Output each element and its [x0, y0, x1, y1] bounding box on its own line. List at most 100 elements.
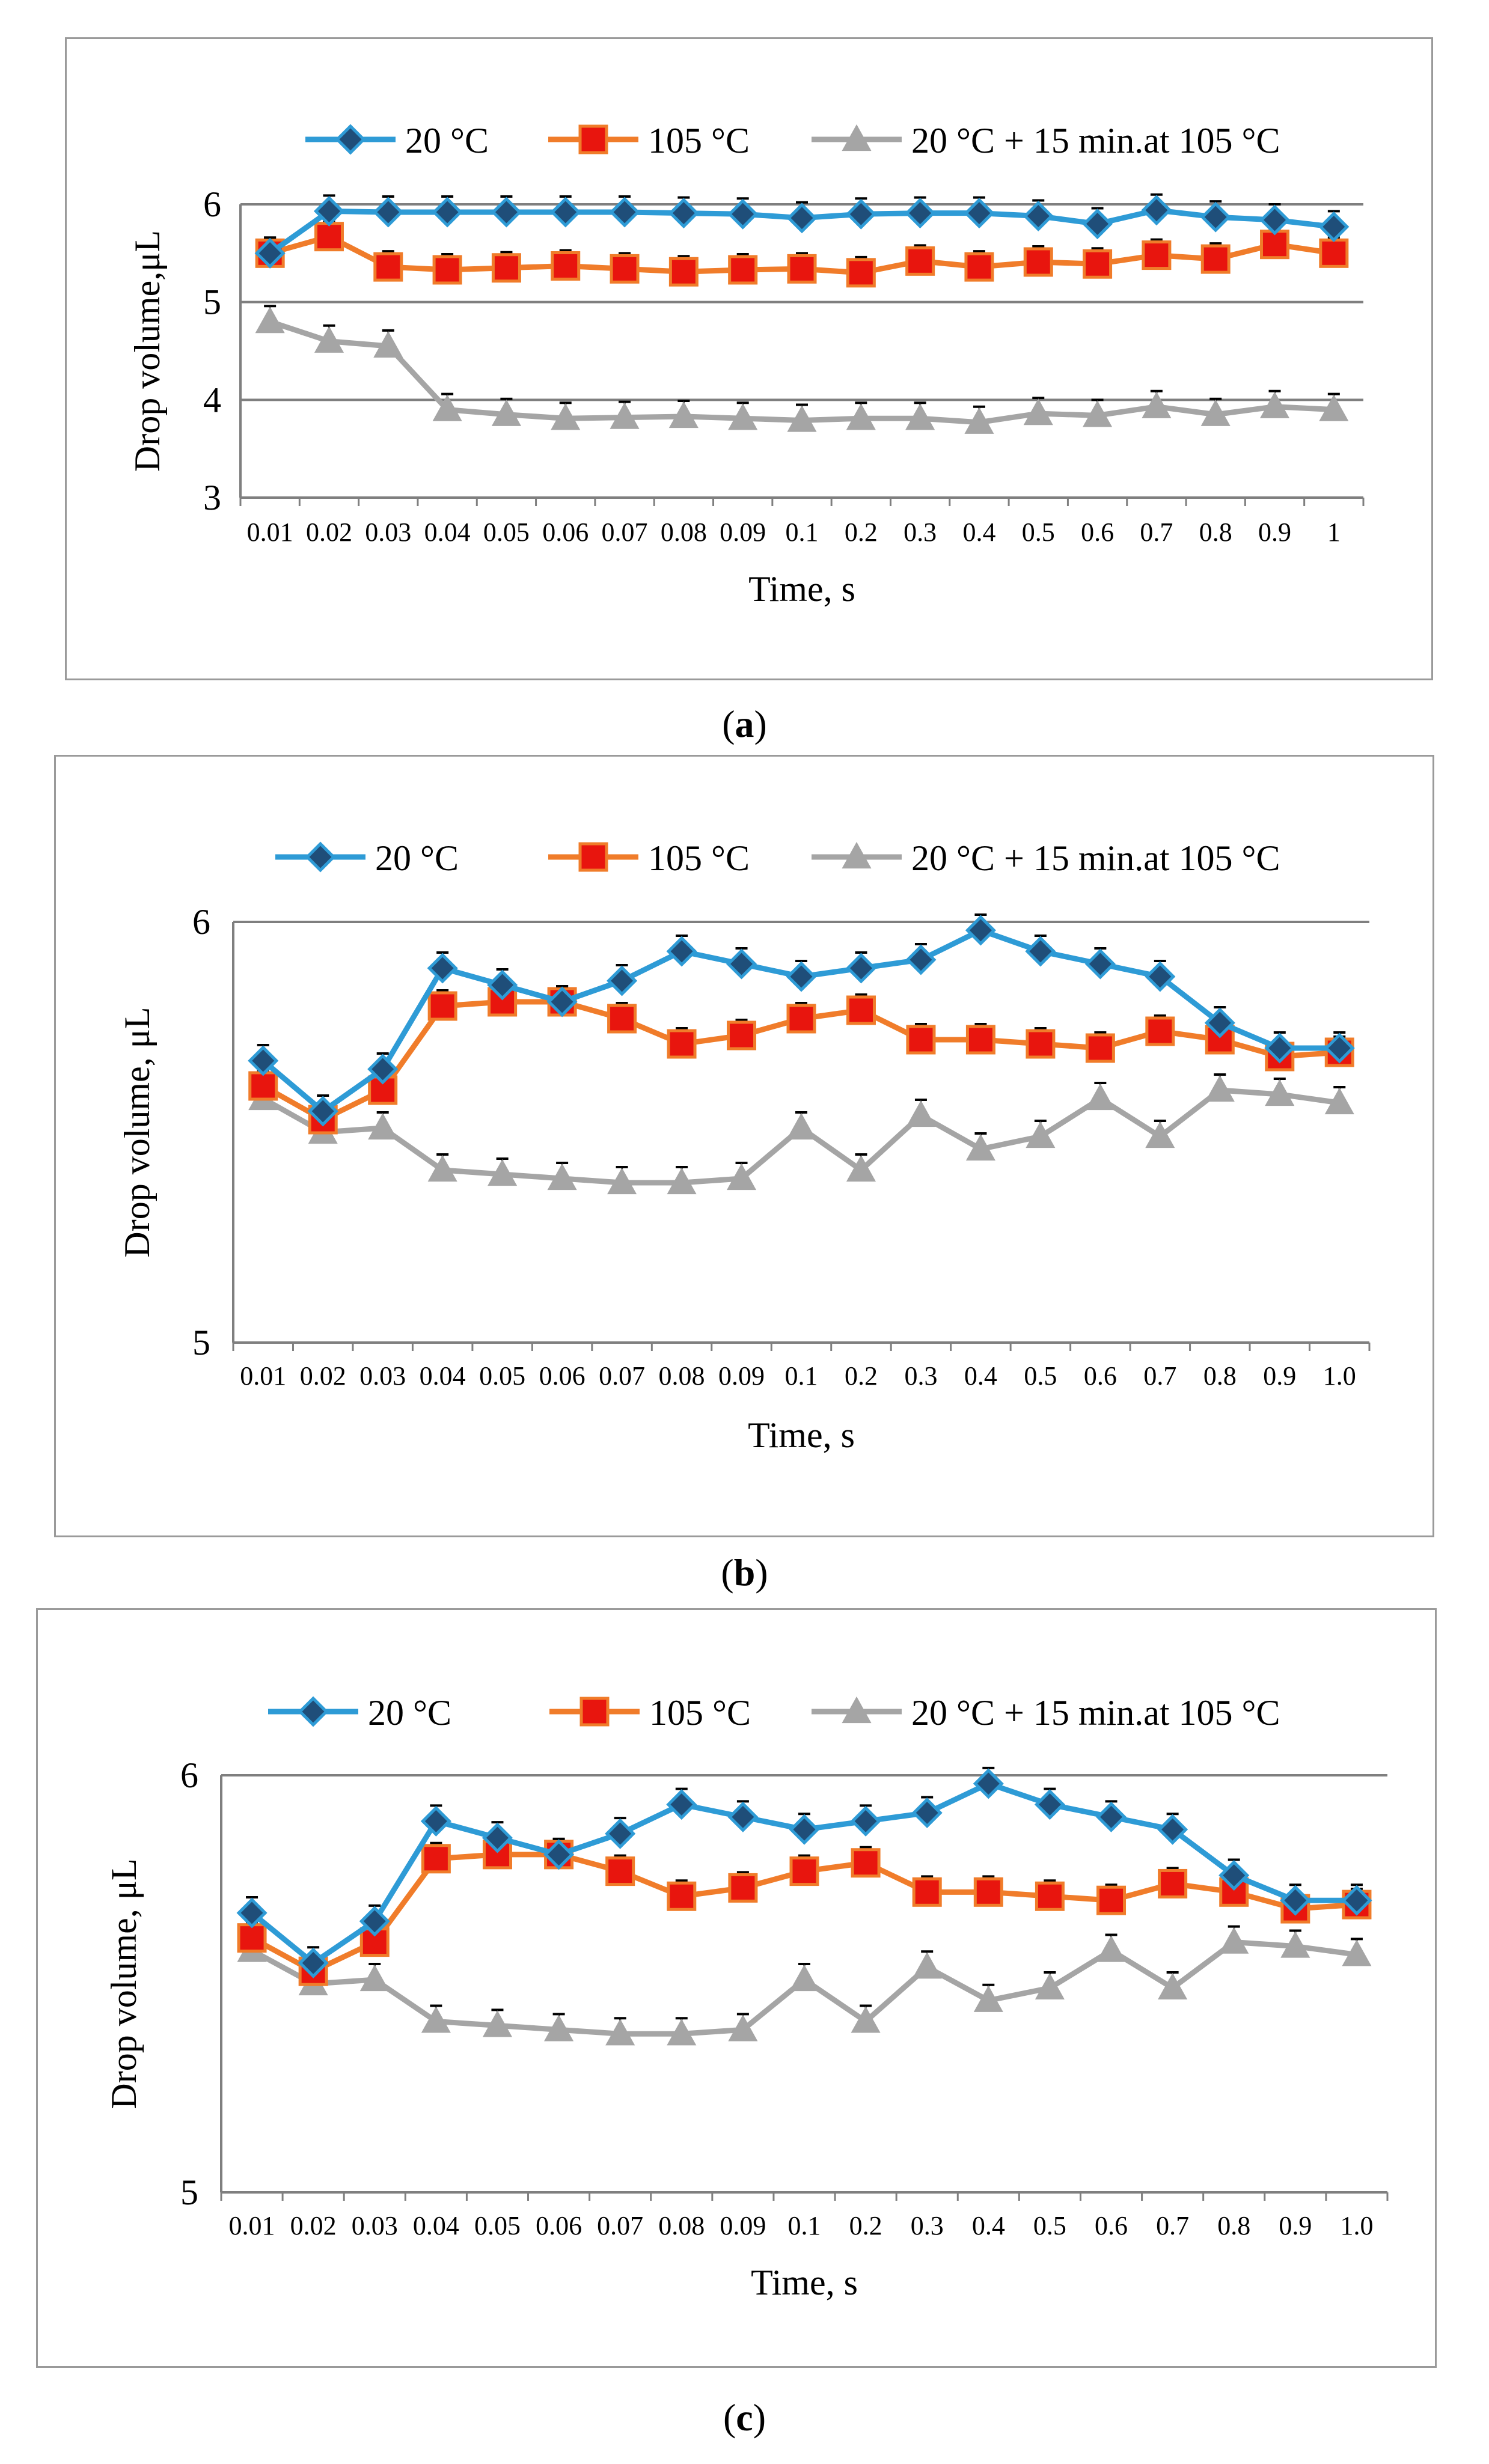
- panel-a-series-1-point: [491, 197, 522, 228]
- panel-a-series-3-point: [1200, 399, 1231, 426]
- panel-c-series-1-point: [1341, 1885, 1372, 1916]
- panel-b-xtick-label: 0.2: [845, 1361, 878, 1391]
- panel-c-xtick-label: 0.4: [972, 2211, 1005, 2240]
- panel-a-xtick-label: 0.1: [786, 517, 819, 547]
- panel-b-legend-3-label: 20 °C + 15 min.at 105 °C: [911, 838, 1280, 878]
- panel-a-series-2-point: [610, 254, 640, 284]
- panel-a-series-1-point: [1082, 208, 1113, 240]
- panel-a-series-3-point: [610, 402, 640, 429]
- panel-a-ytick-label: 4: [203, 380, 221, 419]
- panel-b-series-3-point: [427, 1154, 457, 1182]
- panel-c-xtick-label: 0.6: [1095, 2211, 1128, 2240]
- panel-c-series-2-point: [605, 1856, 635, 1886]
- panel-c-xtick-label: 0.07: [597, 2211, 643, 2240]
- panel-a-series-1-point: [373, 197, 404, 228]
- panel-a-frame: [65, 37, 1433, 680]
- panel-c-xtick-label: 0.02: [290, 2211, 337, 2240]
- panel-a-series-3-point: [964, 407, 994, 434]
- panel-c-xtick-label: 0.05: [474, 2211, 521, 2240]
- panel-c-series-1-point: [1157, 1814, 1188, 1845]
- panel-c-xtick-label: 0.01: [229, 2211, 275, 2240]
- panel-a-series-2-point: [964, 252, 994, 282]
- panel-b-series-2-point: [786, 1004, 816, 1034]
- panel-b-series-1-point: [1084, 948, 1116, 980]
- panel-a-series-3-point: [1319, 394, 1349, 421]
- panel-b-xtick-label: 0.1: [785, 1361, 818, 1391]
- panel-c-series-1-point: [1034, 1789, 1065, 1820]
- panel-a-series-1-point: [727, 198, 759, 230]
- panel-a-series-1-point: [609, 197, 640, 228]
- panel-c-series-3-point: [1219, 1927, 1249, 1954]
- panel-a-series-1-point: [905, 198, 936, 229]
- panel-a-y-axis-title: Drop volume,μL: [127, 230, 167, 472]
- panel-c-xtick-label: 1.0: [1340, 2211, 1373, 2240]
- panel-a-series-1-point: [432, 197, 463, 228]
- panel-b-series-3-point: [607, 1167, 637, 1195]
- panel-b-x-axis-title: Time, s: [748, 1415, 855, 1455]
- panel-c-series-2-point: [789, 1856, 819, 1886]
- panel-a-series-1-point: [1259, 204, 1291, 236]
- panel-c-series-2-point: [912, 1877, 942, 1907]
- panel-b-series-2-point: [1085, 1033, 1115, 1063]
- panel-b-series-1-point: [367, 1054, 399, 1085]
- panel-a-xtick-label: 0.2: [845, 517, 878, 547]
- panel-c-series-2-point: [421, 1844, 451, 1874]
- panel-c-series-1-point: [420, 1805, 451, 1837]
- panel-c-legend-3-swatch-marker: [842, 1696, 872, 1724]
- panel-c-series-3-point: [1158, 1972, 1188, 2000]
- panel-a-xtick-label: 1: [1327, 517, 1341, 547]
- panel-c-series-1-point: [666, 1789, 697, 1820]
- panel-b-legend-1-label: 20 °C: [375, 838, 459, 878]
- panel-b-xtick-label: 0.8: [1203, 1361, 1237, 1391]
- panel-b-series-3-point: [906, 1100, 936, 1127]
- panel-a-series-3-point: [905, 403, 935, 430]
- panel-c-series-3-point: [789, 1964, 819, 1992]
- panel-c-series-3-point: [851, 2006, 881, 2033]
- panel-b-series-2-point: [906, 1025, 936, 1055]
- panel-c-legend-2-label: 105 °C: [649, 1693, 751, 1733]
- panel-c-xtick-label: 0.3: [911, 2211, 944, 2240]
- panel-a-xtick-label: 0.5: [1022, 517, 1055, 547]
- panel-c-series-3-point: [1096, 1935, 1127, 1962]
- panel-c-series-1-point: [1095, 1801, 1127, 1832]
- panel-c-series-1-point: [1280, 1885, 1311, 1916]
- panel-a-legend-2-label: 105 °C: [648, 121, 750, 160]
- panel-a-x-axis-title: Time, s: [748, 569, 855, 609]
- panel-c-xtick-label: 0.7: [1156, 2211, 1189, 2240]
- panel-a-series-2-point: [1023, 247, 1053, 277]
- panel-c-series-1-point: [973, 1768, 1004, 1799]
- panel-b-xtick-label: 0.04: [420, 1361, 466, 1391]
- panel-b-series-3-point: [368, 1112, 398, 1140]
- panel-a-series-2-point: [1083, 249, 1113, 279]
- panel-c-series-1-point: [359, 1906, 390, 1937]
- panel-c-series-2-point: [667, 1881, 697, 1911]
- panel-b-xtick-label: 0.03: [359, 1361, 406, 1391]
- panel-b-ytick-label: 5: [192, 1323, 210, 1362]
- panel-b-series-1-point: [1264, 1032, 1295, 1064]
- panel-b-xtick-label: 0.3: [904, 1361, 937, 1391]
- panel-b-series-1-point: [1204, 1007, 1235, 1038]
- panel-a-series-2-point: [668, 257, 699, 287]
- panel-b-xtick-label: 0.4: [964, 1361, 997, 1391]
- panel-b-series-1-point: [905, 944, 937, 975]
- panel-c-series-1-point: [605, 1818, 636, 1849]
- panel-b-y-axis-title: Drop volume, μL: [117, 1007, 157, 1257]
- panel-c-series-3-point: [728, 2014, 758, 2042]
- panel-c-xtick-label: 0.9: [1279, 2211, 1312, 2240]
- panel-c-series-2-point: [851, 1848, 881, 1878]
- panel-a-series-2-point: [846, 258, 876, 288]
- caption-c-letter: c: [736, 2396, 753, 2439]
- panel-c-series-1-point: [911, 1797, 943, 1828]
- panel-b-series-1-point: [1324, 1032, 1355, 1064]
- panel-c-series-2-point: [973, 1877, 1003, 1907]
- panel-b-series-2-point: [727, 1020, 757, 1051]
- panel-c-series-1-point: [236, 1897, 268, 1929]
- panel-c-legend-3-label: 20 °C + 15 min.at 105 °C: [911, 1693, 1280, 1733]
- panel-c-series-1-point: [543, 1839, 575, 1870]
- panel-b-series-2-point: [965, 1025, 995, 1055]
- panel-a-series-3-point: [373, 331, 403, 358]
- panel-b-series-1-point: [307, 1096, 338, 1127]
- panel-a-legend-1-swatch-marker: [335, 124, 366, 155]
- caption-c: (c): [723, 2396, 766, 2439]
- panel-b-xtick-label: 0.05: [479, 1361, 525, 1391]
